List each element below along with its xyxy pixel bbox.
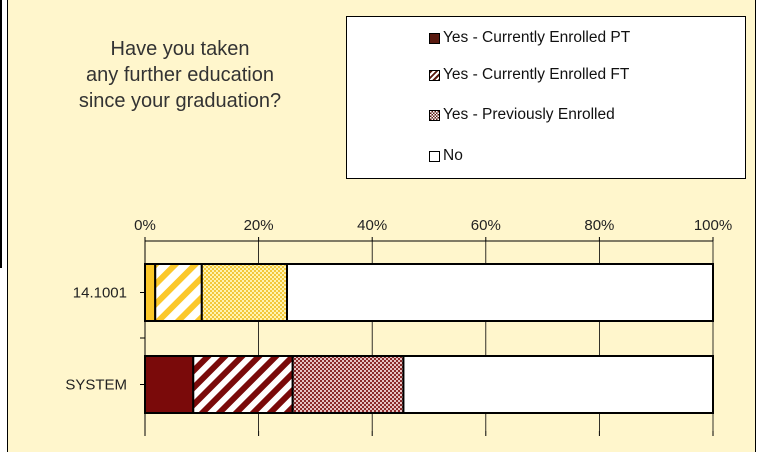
x-tick-label: 60% — [471, 217, 501, 234]
bar-segment — [144, 355, 195, 414]
legend-item-pt: Yes - Currently Enrolled PT — [429, 28, 630, 48]
x-tick-label: 0% — [134, 217, 156, 234]
bar-segment — [154, 263, 203, 322]
y-axis-categories: 14.1001 SYSTEM — [65, 285, 145, 394]
question-line-3: since your graduation? — [78, 90, 282, 112]
legend-swatch-solid-icon — [429, 32, 440, 44]
legend-item-previously: Yes - Previously Enrolled — [429, 105, 615, 125]
x-axis-ticks: 0% 20% 40% 60% 80% 100% — [134, 217, 732, 436]
x-tick-label: 100% — [694, 217, 732, 234]
bar-segment — [291, 355, 405, 414]
left-border-rule — [0, 0, 2, 268]
legend-item-no: No — [429, 146, 463, 166]
axes — [144, 240, 713, 431]
legend-label: Yes - Currently Enrolled FT — [443, 66, 630, 83]
x-tick-label: 20% — [244, 217, 274, 234]
legend-swatch-stripes-icon — [429, 69, 440, 81]
question-line-1: Have you taken — [110, 38, 250, 60]
survey-question: Have you taken any further education sin… — [35, 36, 325, 114]
bar-segment — [402, 355, 714, 414]
legend-swatch-empty-icon — [429, 150, 440, 162]
bar-segment — [200, 263, 288, 322]
legend-label: Yes - Currently Enrolled PT — [443, 29, 631, 46]
x-tick-label: 80% — [584, 217, 614, 234]
question-line-2: any further education — [86, 64, 274, 86]
legend-item-ft: Yes - Currently Enrolled FT — [429, 65, 629, 85]
legend-label: Yes - Previously Enrolled — [443, 106, 615, 123]
chart-legend: Yes - Currently Enrolled PT Yes - Curren… — [346, 16, 746, 179]
category-label: 14.1001 — [73, 285, 127, 302]
x-tick-label: 40% — [357, 217, 387, 234]
legend-label: No — [443, 147, 463, 164]
bar-segment — [286, 263, 714, 322]
bar-segment — [192, 355, 294, 414]
legend-swatch-checker-icon — [429, 109, 440, 121]
category-label: SYSTEM — [65, 377, 127, 394]
bar-segment — [144, 263, 157, 322]
bars — [144, 263, 714, 414]
